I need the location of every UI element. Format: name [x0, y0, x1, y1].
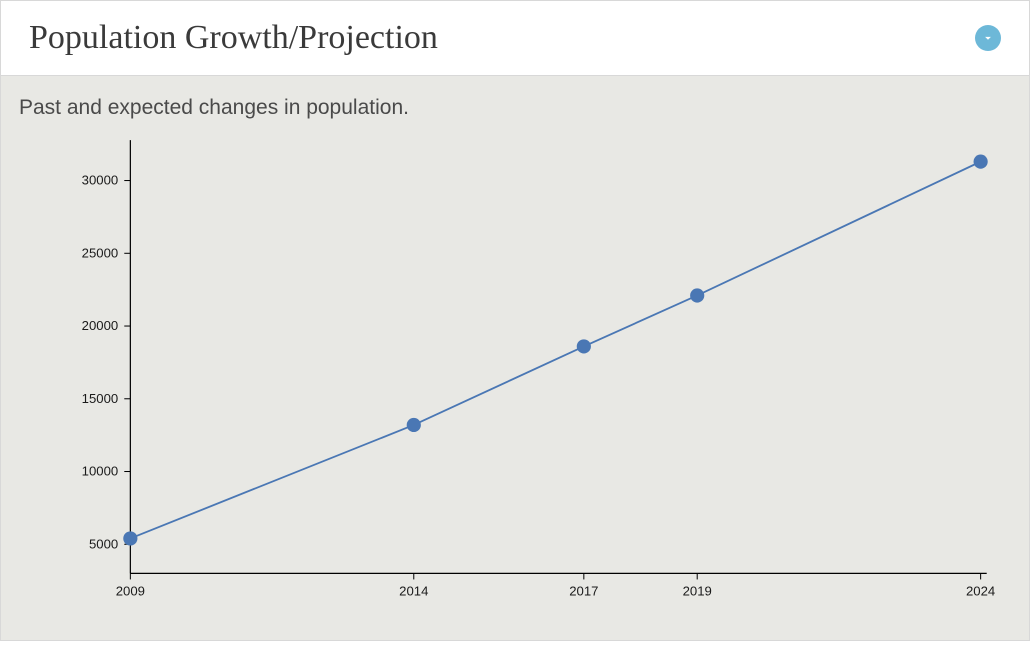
x-tick-label: 2009: [116, 584, 145, 599]
collapse-button[interactable]: [975, 25, 1001, 51]
x-tick-label: 2017: [569, 584, 598, 599]
y-tick-label: 5000: [89, 536, 118, 551]
chart-subtitle: Past and expected changes in population.: [19, 96, 1011, 120]
y-tick-label: 25000: [82, 245, 119, 260]
panel-title: Population Growth/Projection: [29, 19, 438, 57]
series-marker: [407, 418, 421, 432]
population-panel: Population Growth/Projection Past and ex…: [0, 0, 1030, 641]
series-marker: [577, 339, 591, 353]
panel-body: Past and expected changes in population.…: [1, 76, 1029, 640]
y-tick-label: 15000: [82, 391, 119, 406]
x-tick-label: 2024: [966, 584, 995, 599]
y-tick-label: 10000: [82, 464, 119, 479]
series-line: [130, 162, 980, 539]
series-marker: [974, 155, 988, 169]
chevron-down-icon: [981, 31, 995, 45]
x-tick-label: 2019: [683, 584, 712, 599]
y-tick-label: 20000: [82, 318, 119, 333]
population-line-chart: 5000 10000 15000 20000 25000 30000 2009 2014 201…: [19, 130, 1011, 616]
x-tick-label: 2014: [399, 584, 428, 599]
chart-container: 5000 10000 15000 20000 25000 30000 2009 2014 201…: [19, 130, 1011, 616]
y-tick-label: 30000: [82, 173, 119, 188]
series-marker: [123, 531, 137, 545]
series-marker: [690, 288, 704, 302]
panel-header: Population Growth/Projection: [1, 1, 1029, 76]
